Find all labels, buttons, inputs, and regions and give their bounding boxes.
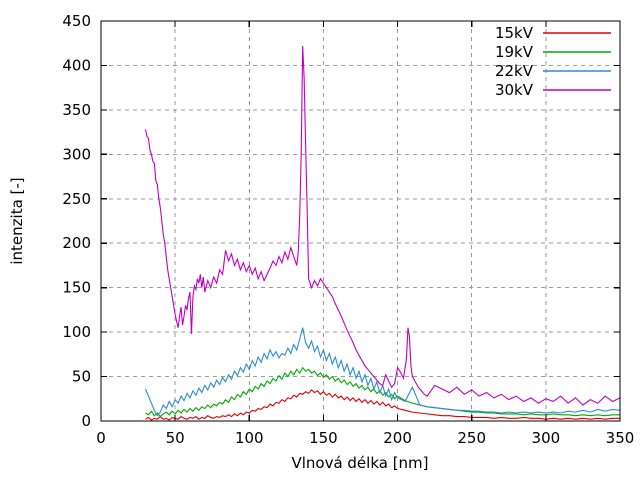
y-tick-label: 150 bbox=[62, 279, 91, 297]
series-line-19kV bbox=[145, 366, 620, 418]
x-tick-label: 200 bbox=[383, 429, 412, 447]
y-tick-label: 50 bbox=[72, 368, 91, 386]
series-line-22kV bbox=[144, 327, 621, 417]
y-tick-label: 300 bbox=[62, 145, 91, 163]
plot-border bbox=[100, 20, 621, 422]
y-axis-title: intenzita [-] bbox=[8, 177, 26, 264]
x-tick-label: 350 bbox=[606, 429, 635, 447]
x-tick-label: 50 bbox=[166, 429, 185, 447]
legend-label-30kV: 30kV bbox=[495, 81, 534, 99]
legend-label-22kV: 22kV bbox=[495, 62, 534, 80]
y-tick-label: 0 bbox=[81, 412, 91, 430]
y-tick-label: 450 bbox=[62, 12, 91, 30]
axes-group bbox=[100, 20, 621, 422]
y-tick-label: 250 bbox=[62, 190, 91, 208]
legend-label-15kV: 15kV bbox=[495, 24, 534, 42]
legend-label-19kV: 19kV bbox=[495, 43, 534, 61]
x-axis-title: Vlnová délka [nm] bbox=[291, 454, 428, 472]
series-line-30kV bbox=[144, 45, 621, 406]
y-tick-label: 350 bbox=[62, 101, 91, 119]
x-tick-label: 150 bbox=[309, 429, 338, 447]
data-series-group bbox=[144, 45, 621, 421]
x-tick-label: 300 bbox=[532, 429, 561, 447]
x-tick-label: 250 bbox=[457, 429, 486, 447]
y-tick-label: 400 bbox=[62, 56, 91, 74]
tick-labels-group: 0 50 100 150 200 250 300 350 400 450 0 50 100 150 200 2… bbox=[62, 12, 634, 447]
x-tick-label: 0 bbox=[96, 429, 106, 447]
y-tick-label: 200 bbox=[62, 234, 91, 252]
series-line-15kV bbox=[145, 389, 620, 421]
y-tick-label: 100 bbox=[62, 323, 91, 341]
x-tick-label: 100 bbox=[235, 429, 264, 447]
